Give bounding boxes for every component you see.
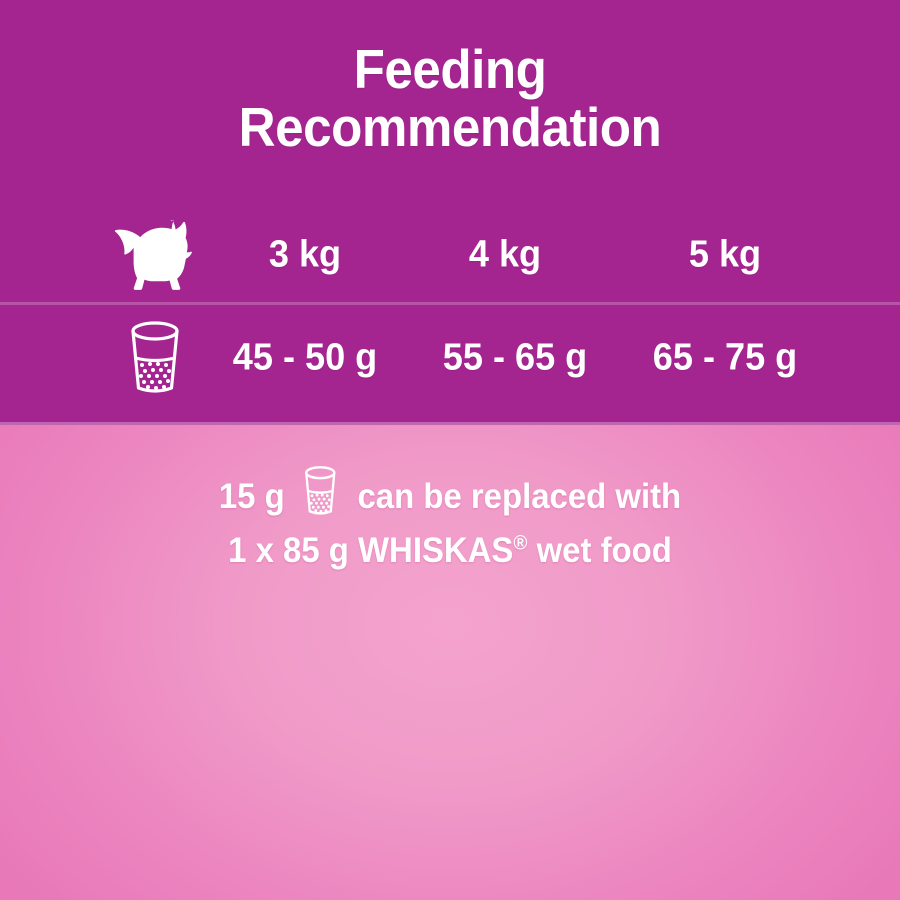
cell-portion-1: 45 - 50 g: [232, 336, 378, 379]
replacement-amount: 15 g: [218, 477, 285, 516]
table-row-weight: 3 kg 4 kg 5 kg: [0, 205, 900, 305]
replacement-note-line-2: 1 x 85 g WHISKAS® wet food: [27, 529, 873, 574]
measuring-cup-icon: [300, 465, 339, 529]
replacement-text: can be replaced with: [357, 477, 682, 516]
purple-header-section: Feeding Recommendation 3 kg 4 kg 5 kg: [0, 0, 900, 425]
cell-portion-3: 65 - 75 g: [652, 336, 798, 379]
title-line-1: Feeding: [353, 38, 547, 100]
table-row-portion: 45 - 50 g 55 - 65 g 65 - 75 g: [0, 308, 900, 408]
cell-weight-2: 4 kg: [468, 233, 542, 276]
registered-mark: ®: [513, 532, 528, 555]
cell-weight-1: 3 kg: [268, 233, 342, 276]
page-title: Feeding Recommendation: [32, 40, 869, 157]
cat-icon: [102, 216, 207, 294]
cell-portion-2: 55 - 65 g: [442, 336, 588, 379]
row-divider: [0, 302, 900, 305]
title-line-2: Recommendation: [238, 96, 662, 159]
replacement-note-line-1: 15 g: [27, 465, 873, 529]
replacement-product-type: wet food: [536, 530, 672, 570]
replacement-note: 15 g: [27, 465, 873, 574]
cell-weight-3: 5 kg: [688, 233, 762, 276]
measuring-cup-icon: [102, 319, 207, 397]
replacement-product: 1 x 85 g WHISKAS: [228, 530, 514, 570]
pink-product-section: 15 g: [0, 425, 900, 900]
